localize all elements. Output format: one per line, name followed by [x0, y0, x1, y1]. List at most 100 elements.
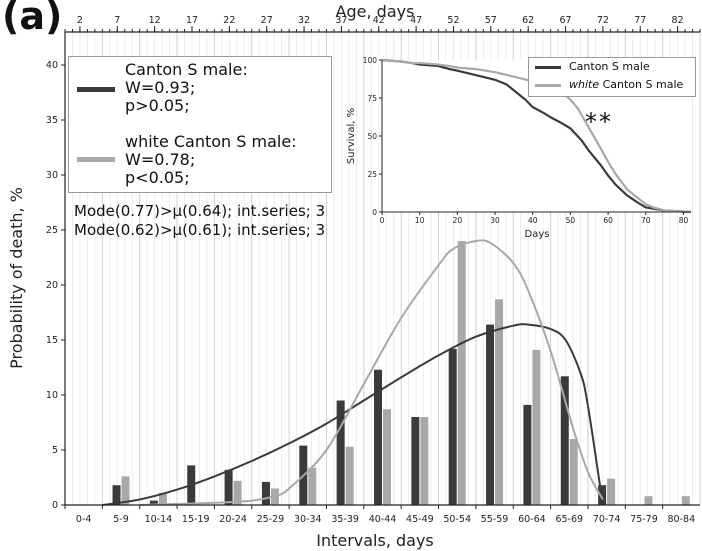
significance-annotation: **	[585, 108, 613, 136]
bar-white-10-14	[158, 492, 167, 505]
bar-canton-10-14	[149, 500, 158, 505]
x-tick-label: 50-54	[443, 514, 471, 525]
legend-canton-w: W=0.93;	[125, 78, 196, 97]
y-tick-label: 15	[46, 335, 58, 346]
bar-white-20-24	[233, 480, 242, 505]
top-axis-label: Age, days	[336, 2, 415, 21]
bar-white-50-54	[457, 241, 466, 505]
inset-y-tick-label: 75	[367, 94, 377, 103]
y-tick-label: 0	[52, 500, 58, 511]
inset-legend: Canton S male white Canton S male	[528, 57, 696, 97]
bar-canton-45-49	[411, 417, 420, 505]
y-tick-label: 20	[46, 280, 58, 291]
y-axis-label: Probability of death, %	[7, 187, 26, 369]
legend-canton-swatch	[77, 87, 115, 92]
bar-canton-20-24	[224, 469, 233, 505]
top-tick-label: 42	[373, 15, 385, 26]
x-tick-label: 5-9	[113, 514, 129, 525]
inset-legend-canton: Canton S male	[569, 60, 650, 73]
y-tick-label: 5	[52, 445, 58, 456]
top-tick-label: 62	[522, 15, 534, 26]
x-tick-label: 55-59	[481, 514, 509, 525]
bar-canton-40-44	[374, 369, 382, 505]
y-tick-label: 30	[46, 170, 58, 181]
inset-x-tick-label: 0	[380, 216, 385, 225]
bar-white-5-9	[121, 476, 130, 505]
x-tick-label: 45-49	[406, 514, 434, 525]
panel-label: (a)	[2, 0, 63, 38]
bar-white-80-84	[681, 496, 690, 505]
top-tick-label: 67	[559, 15, 571, 26]
top-tick-label: 47	[410, 15, 422, 26]
survival-line-canton	[381, 58, 692, 214]
x-tick-label: 75-79	[630, 514, 658, 525]
legend-canton-p: p>0.05;	[125, 96, 190, 115]
bar-white-70-74	[607, 478, 616, 505]
inset-x-tick-label: 20	[453, 216, 463, 225]
y-tick-label: 10	[46, 390, 58, 401]
y-tick-label: 40	[46, 60, 58, 71]
x-tick-label: 70-74	[593, 514, 621, 525]
bar-canton-5-9	[112, 485, 121, 505]
x-tick-label: 10-14	[145, 514, 173, 525]
y-tick-label: 35	[46, 115, 58, 126]
y-tick-label: 25	[46, 225, 58, 236]
top-tick-label: 77	[634, 15, 646, 26]
main-axes: 0-4 5-9 10-14 15-19 20-24 25-29 30-34 35-39 40-4…	[46, 15, 701, 525]
mode-line-white: Mode(0.62)>μ(0.61); int.series; 3	[74, 221, 326, 239]
main-curves	[102, 239, 604, 506]
inset-y-tick-label: 25	[367, 170, 377, 179]
main-legend: Canton S male: W=0.93; p>0.05; white Can…	[68, 56, 332, 193]
bar-white-35-39	[345, 446, 354, 505]
x-tick-label: 35-39	[331, 514, 359, 525]
inset-legend-canton-swatch	[535, 66, 561, 69]
top-tick-label: 57	[485, 15, 497, 26]
bar-white-40-44	[383, 409, 391, 505]
inset-x-tick-label: 60	[603, 216, 613, 225]
top-tick-label: 82	[672, 15, 684, 26]
bar-white-75-79	[644, 496, 653, 505]
top-tick-label: 37	[335, 15, 347, 26]
inset-x-tick-label: 30	[490, 216, 500, 225]
inset-x-tick-label: 70	[641, 216, 651, 225]
bar-canton-35-39	[336, 400, 345, 505]
inset-y-tick-label: 50	[367, 132, 377, 141]
inset-y-tick-label: 100	[363, 56, 378, 65]
x-tick-label: 25-29	[257, 514, 285, 525]
inset-legend-white: white Canton S male	[569, 78, 684, 91]
inset-y-axis-label: Survival, %	[346, 108, 357, 164]
inset-legend-white-swatch	[535, 84, 561, 87]
legend-white-w: W=0.78;	[125, 150, 196, 169]
x-tick-label: 60-64	[518, 514, 546, 525]
x-tick-label: 80-84	[668, 514, 696, 525]
inset-x-tick-label: 10	[415, 216, 425, 225]
fit-curve-white	[139, 239, 604, 506]
inset-x-tick-label: 50	[566, 216, 576, 225]
x-tick-label: 65-69	[555, 514, 583, 525]
top-tick-label: 17	[186, 15, 198, 26]
legend-white-p: p<0.05;	[125, 168, 190, 187]
bar-white-65-69	[569, 439, 578, 505]
bar-canton-65-69	[560, 376, 569, 505]
bar-white-45-49	[420, 417, 429, 505]
inset-x-tick-label: 40	[528, 216, 538, 225]
bar-white-60-64	[532, 349, 541, 505]
top-tick-label: 2	[77, 15, 83, 26]
top-tick-label: 32	[298, 15, 310, 26]
x-axis-label: Intervals, days	[316, 531, 434, 550]
bar-canton-25-29	[261, 481, 270, 505]
top-tick-label: 27	[261, 15, 273, 26]
bar-canton-60-64	[523, 404, 532, 505]
top-tick-label: 7	[114, 15, 120, 26]
x-tick-label: 0-4	[76, 514, 92, 525]
top-tick-label: 12	[149, 15, 161, 26]
top-tick-label: 22	[223, 15, 235, 26]
inset-x-tick-label: 80	[679, 216, 689, 225]
x-tick-label: 15-19	[182, 514, 210, 525]
bar-white-30-34	[308, 467, 317, 505]
legend-canton-label: Canton S male:	[125, 60, 248, 79]
top-tick-label: 72	[597, 15, 609, 26]
bar-canton-55-59	[486, 324, 495, 505]
x-tick-label: 40-44	[369, 514, 397, 525]
